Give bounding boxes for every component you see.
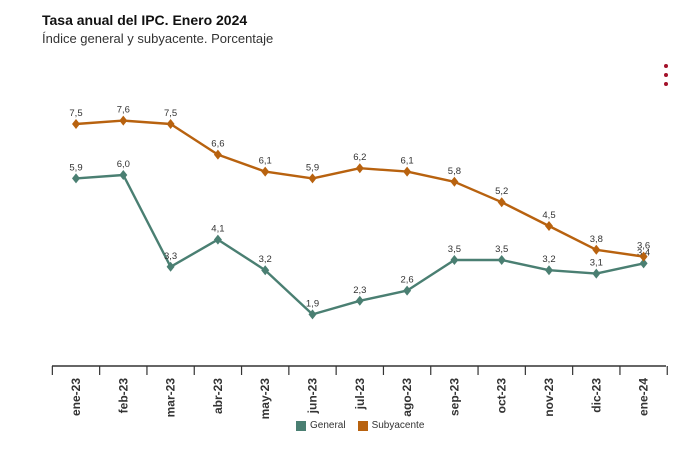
legend-swatch-general bbox=[296, 421, 306, 431]
data-label-general: 2,3 bbox=[353, 285, 366, 296]
legend-label-subyacente: Subyacente bbox=[372, 420, 425, 431]
data-label-general: 4,1 bbox=[211, 224, 224, 235]
data-label-subyacente: 3,6 bbox=[637, 241, 650, 252]
data-label-subyacente: 7,5 bbox=[69, 108, 82, 119]
x-tick-label: mar-23 bbox=[164, 378, 178, 418]
x-tick-label: nov-23 bbox=[542, 378, 556, 417]
data-point-subyacente bbox=[592, 245, 600, 255]
data-label-subyacente: 3,8 bbox=[590, 234, 603, 245]
data-label-subyacente: 5,2 bbox=[495, 186, 508, 197]
x-tick-label: sep-23 bbox=[447, 378, 461, 416]
data-label-general: 1,9 bbox=[306, 298, 319, 309]
data-point-subyacente bbox=[498, 197, 506, 207]
data-point-subyacente bbox=[214, 150, 222, 160]
data-point-subyacente bbox=[72, 119, 80, 129]
x-tick-label: dic-23 bbox=[589, 378, 603, 413]
data-label-subyacente: 6,1 bbox=[259, 156, 272, 167]
data-label-general: 5,9 bbox=[69, 162, 82, 173]
data-point-subyacente bbox=[403, 167, 411, 177]
data-label-general: 3,2 bbox=[542, 254, 555, 265]
data-point-subyacente bbox=[309, 173, 317, 183]
data-point-general bbox=[403, 286, 411, 296]
legend-label-general: General bbox=[310, 420, 346, 431]
data-label-subyacente: 6,2 bbox=[353, 152, 366, 163]
legend-item-general[interactable]: General bbox=[296, 420, 346, 431]
x-tick-label: jun-23 bbox=[306, 378, 320, 415]
data-point-subyacente bbox=[356, 163, 364, 173]
data-point-general bbox=[592, 269, 600, 279]
data-label-general: 2,6 bbox=[400, 275, 413, 286]
data-label-subyacente: 5,8 bbox=[448, 166, 461, 177]
data-point-general bbox=[72, 173, 80, 183]
x-tick-label: feb-23 bbox=[116, 378, 130, 414]
data-label-subyacente: 4,5 bbox=[542, 210, 555, 221]
x-tick-label: ene-24 bbox=[637, 378, 651, 416]
x-tick-label: jul-23 bbox=[353, 378, 367, 411]
data-point-general bbox=[356, 296, 364, 306]
data-point-general bbox=[545, 265, 553, 275]
data-label-general: 3,3 bbox=[164, 251, 177, 262]
data-point-subyacente bbox=[545, 221, 553, 231]
data-label-subyacente: 7,6 bbox=[117, 105, 130, 116]
data-label-subyacente: 7,5 bbox=[164, 108, 177, 119]
data-label-subyacente: 5,9 bbox=[306, 162, 319, 173]
data-point-general bbox=[498, 255, 506, 265]
data-point-subyacente bbox=[167, 119, 175, 129]
data-label-general: 3,5 bbox=[448, 244, 461, 255]
data-label-subyacente: 6,6 bbox=[211, 139, 224, 150]
x-tick-label: may-23 bbox=[258, 378, 272, 420]
x-tick-label: ene-23 bbox=[69, 378, 83, 416]
data-point-general bbox=[214, 235, 222, 245]
x-tick-label: abr-23 bbox=[211, 378, 225, 414]
data-label-general: 3,2 bbox=[259, 254, 272, 265]
data-label-general: 6,0 bbox=[117, 159, 130, 170]
chart-legend: General Subyacente bbox=[296, 420, 424, 431]
data-label-general: 3,5 bbox=[495, 244, 508, 255]
series-line-subyacente bbox=[76, 121, 644, 257]
data-label-general: 3,1 bbox=[590, 258, 603, 269]
x-tick-label: ago-23 bbox=[400, 378, 414, 417]
data-point-general bbox=[450, 255, 458, 265]
data-point-subyacente bbox=[119, 116, 127, 126]
data-point-subyacente bbox=[261, 167, 269, 177]
data-point-subyacente bbox=[450, 177, 458, 187]
legend-swatch-subyacente bbox=[358, 421, 368, 431]
data-label-subyacente: 6,1 bbox=[400, 156, 413, 167]
x-tick-label: oct-23 bbox=[495, 378, 509, 414]
legend-item-subyacente[interactable]: Subyacente bbox=[358, 420, 425, 431]
